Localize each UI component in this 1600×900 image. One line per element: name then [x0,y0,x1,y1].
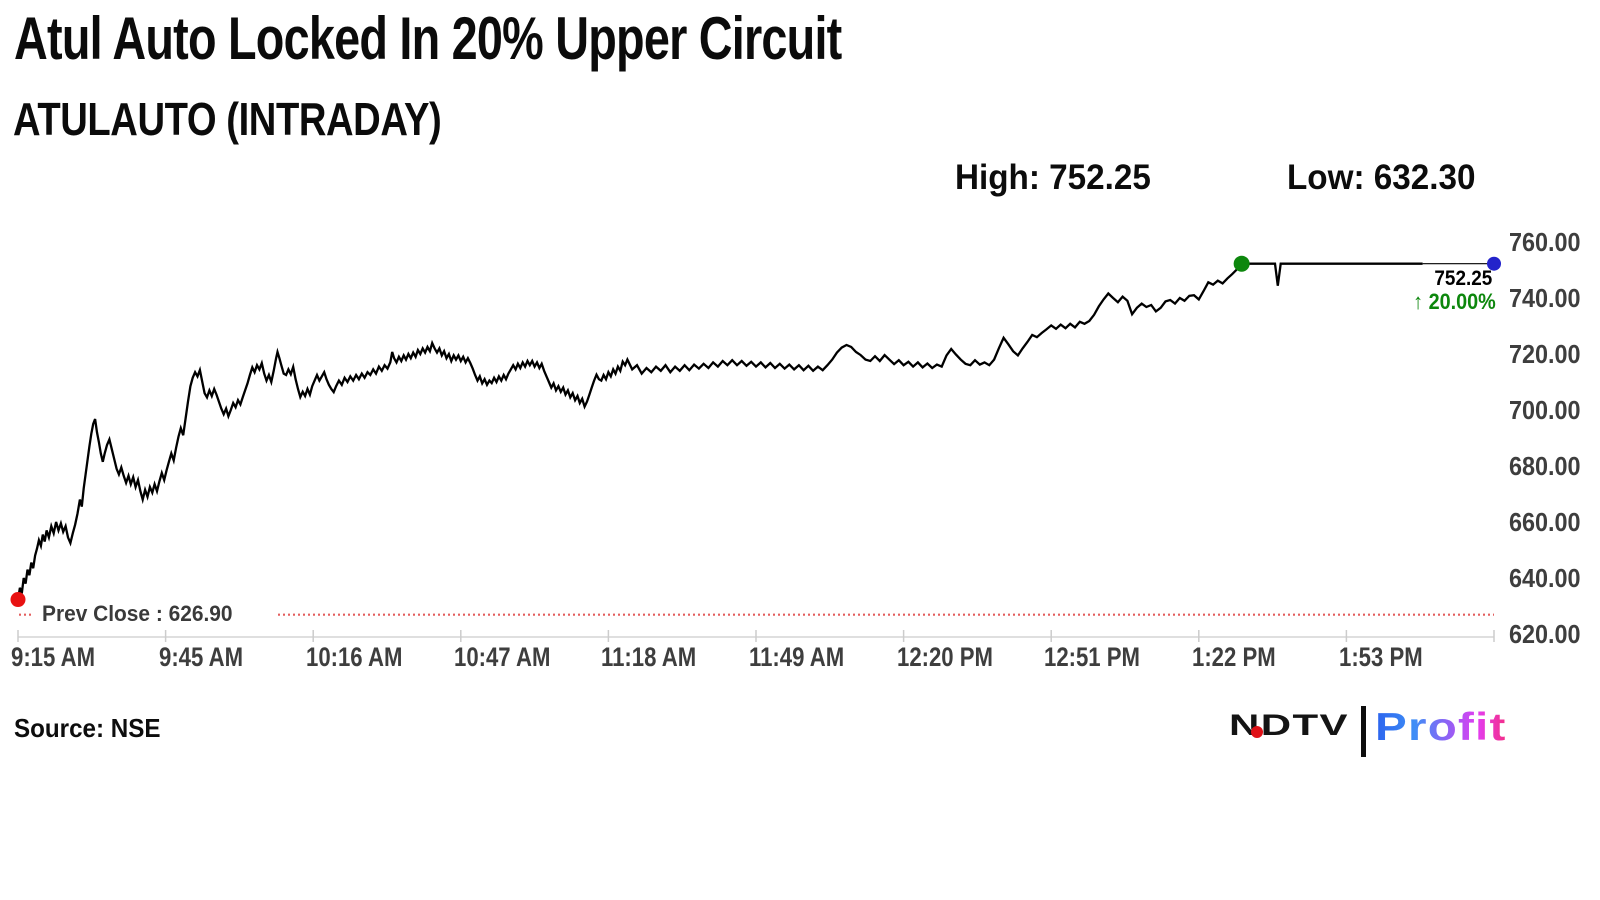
change-percent-value: 20.00% [1428,289,1496,314]
last-price-callout: 752.25 [1434,267,1492,290]
x-axis-label: 12:51 PM [1044,642,1141,672]
y-axis-label: 640.00 [1509,563,1581,593]
y-axis-label: 660.00 [1509,507,1581,537]
up-arrow-icon: ↑ [1413,289,1424,314]
x-axis-label: 12:20 PM [896,642,993,672]
x-axis-label: 1:53 PM [1339,642,1424,672]
ndtv-red-dot-icon [1251,726,1263,738]
x-axis-label: 10:16 AM [306,642,403,672]
x-axis-label: 9:45 AM [158,642,243,672]
x-axis-label: 10:47 AM [453,642,551,672]
profit-wordmark: Profit [1375,706,1507,749]
y-axis-label: 680.00 [1509,451,1581,481]
x-axis-label: 9:15 AM [11,642,96,672]
y-axis-label: 700.00 [1509,395,1581,425]
y-axis-label: 760.00 [1509,227,1581,257]
x-axis-label: 11:49 AM [749,642,845,672]
session-start-marker [10,592,26,608]
price-line [16,262,1423,600]
y-axis-label: 620.00 [1509,619,1581,649]
last-price-marker [1487,256,1501,271]
upper-circuit-marker [1233,255,1250,272]
logo-divider [1361,706,1366,757]
y-axis-label: 720.00 [1509,339,1581,369]
ndtv-wordmark: NDTV [1229,709,1349,742]
x-axis-label: 1:22 PM [1191,642,1276,672]
y-axis-label: 740.00 [1509,283,1581,313]
chart-subtitle: ATULAUTO (INTRADAY) [13,93,442,145]
low-stat: Low: 632.30 [1287,158,1476,197]
change-percent-callout: ↑ 20.00% [1413,289,1496,315]
source-attribution: Source: NSE [14,713,161,743]
x-axis-label: 11:18 AM [601,642,697,672]
page-title: Atul Auto Locked In 20% Upper Circuit [14,5,842,72]
high-stat: High: 752.25 [955,158,1151,197]
prev-close-label: Prev Close : 626.90 [42,601,233,626]
